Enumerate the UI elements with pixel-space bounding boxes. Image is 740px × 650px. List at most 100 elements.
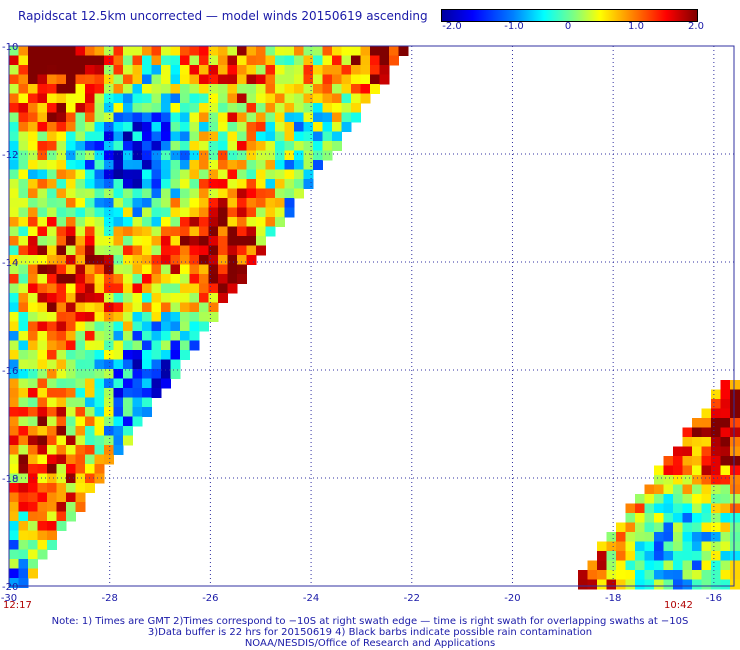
wind-diff-cell <box>294 188 304 199</box>
wind-diff-cell <box>265 207 276 218</box>
wind-diff-cell <box>28 492 38 503</box>
wind-diff-cell <box>104 426 114 436</box>
wind-diff-cell <box>56 198 67 208</box>
wind-diff-cell <box>180 198 190 208</box>
wind-diff-cell <box>360 46 371 56</box>
wind-diff-cell <box>28 55 38 66</box>
wind-diff-cell <box>66 217 76 227</box>
wind-diff-cell <box>28 74 38 85</box>
wind-diff-cell <box>227 103 238 113</box>
wind-diff-cell <box>47 65 57 75</box>
wind-diff-cell <box>94 407 105 417</box>
wind-diff-cell <box>284 160 295 170</box>
wind-diff-cell <box>85 236 95 246</box>
wind-diff-cell <box>701 503 712 514</box>
latitude-label: -14 <box>2 258 18 269</box>
wind-diff-cell <box>9 179 19 189</box>
wind-diff-cell <box>56 103 67 113</box>
wind-diff-cell <box>654 551 664 561</box>
note-line-2: 3)Data buffer is 22 hrs for 20150619 4) … <box>147 627 593 638</box>
wind-diff-cell <box>199 169 209 180</box>
wind-diff-cell <box>180 65 190 75</box>
wind-diff-cell <box>161 84 171 94</box>
wind-diff-cell <box>673 560 683 571</box>
wind-diff-cell <box>75 46 86 56</box>
wind-diff-cell <box>75 502 86 512</box>
wind-diff-cell <box>113 141 124 151</box>
wind-diff-cell <box>673 484 683 495</box>
wind-diff-cell <box>322 150 333 161</box>
wind-diff-cell <box>246 188 257 199</box>
wind-diff-cell <box>75 74 86 85</box>
wind-diff-cell <box>18 568 29 579</box>
wind-diff-cell <box>720 418 731 428</box>
wind-diff-cell <box>284 103 295 113</box>
wind-diff-cell <box>132 93 143 104</box>
wind-diff-cell <box>218 188 228 199</box>
latitude-label: -16 <box>2 366 18 377</box>
wind-diff-cell <box>227 236 238 246</box>
wind-diff-cell <box>18 302 29 313</box>
wind-diff-cell <box>616 541 626 552</box>
wind-diff-cell <box>37 55 48 66</box>
wind-diff-cell <box>170 350 181 360</box>
wind-diff-cell <box>265 65 276 75</box>
wind-diff-cell <box>208 274 219 284</box>
wind-diff-cell <box>635 560 645 571</box>
wind-diff-cell <box>246 103 257 113</box>
wind-diff-cell <box>123 359 133 370</box>
wind-diff-cell <box>28 217 38 227</box>
wind-diff-cell <box>18 131 29 142</box>
wind-diff-cell <box>284 65 295 75</box>
wind-diff-cell <box>9 131 19 142</box>
wind-diff-cell <box>730 513 740 523</box>
wind-diff-cell <box>313 150 323 161</box>
wind-diff-cell <box>47 112 57 123</box>
wind-diff-cell <box>189 84 200 94</box>
wind-diff-cell <box>94 141 105 151</box>
wind-diff-cell <box>730 399 740 409</box>
wind-diff-cell <box>28 103 38 113</box>
wind-diff-cell <box>265 179 276 189</box>
wind-diff-cell <box>720 579 731 590</box>
wind-diff-cell <box>47 511 57 522</box>
wind-diff-cell <box>673 579 683 590</box>
wind-diff-cell <box>682 465 693 476</box>
wind-diff-cell <box>644 484 655 495</box>
wind-diff-cell <box>237 264 247 275</box>
wind-diff-cell <box>37 397 48 408</box>
wind-diff-cell <box>218 150 228 161</box>
wind-diff-cell <box>28 397 38 408</box>
wind-diff-cell <box>18 473 29 484</box>
wind-diff-cell <box>151 122 162 132</box>
wind-diff-cell <box>180 122 190 132</box>
wind-diff-cell <box>18 530 29 541</box>
wind-diff-cell <box>104 198 114 208</box>
wind-diff-cell <box>75 160 86 170</box>
wind-diff-cell <box>18 274 29 284</box>
wind-diff-cell <box>673 503 683 514</box>
wind-diff-cell <box>18 283 29 294</box>
wind-diff-cell <box>199 55 209 66</box>
wind-diff-cell <box>180 312 190 322</box>
wind-diff-cell <box>237 274 247 284</box>
wind-diff-cell <box>113 179 124 189</box>
wind-diff-cell <box>28 65 38 75</box>
wind-diff-cell <box>75 179 86 189</box>
wind-diff-cell <box>66 511 76 522</box>
wind-diff-cell <box>294 93 304 104</box>
wind-diff-cell <box>75 445 86 455</box>
wind-diff-cell <box>730 503 740 514</box>
wind-diff-cell <box>208 160 219 170</box>
wind-diff-cell <box>9 369 19 379</box>
wind-diff-cell <box>246 217 257 227</box>
wind-diff-cell <box>341 112 352 123</box>
wind-diff-cell <box>104 255 114 265</box>
wind-diff-cell <box>275 112 285 123</box>
wind-diff-cell <box>237 131 247 142</box>
wind-diff-cell <box>37 103 48 113</box>
wind-diff-cell <box>85 464 95 474</box>
wind-diff-cell <box>47 445 57 455</box>
wind-diff-cell <box>322 65 333 75</box>
wind-diff-cell <box>616 551 626 561</box>
